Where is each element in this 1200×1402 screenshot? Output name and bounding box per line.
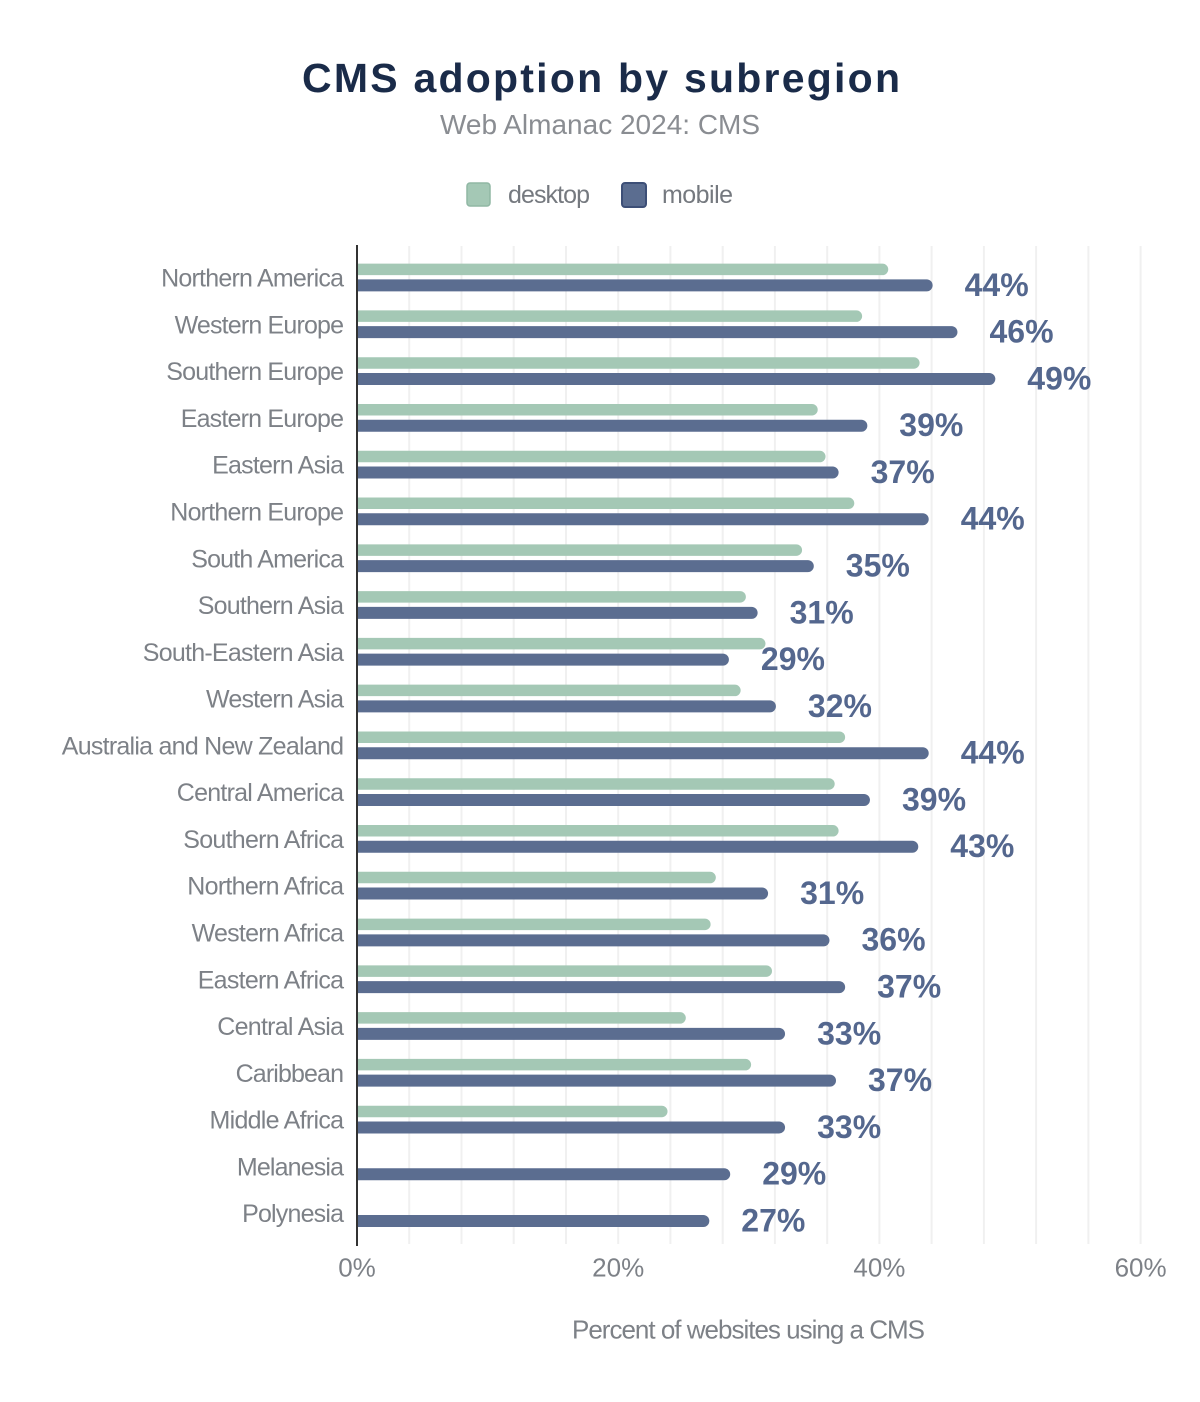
svg-text:Western Asia: Western Asia [206, 686, 344, 714]
svg-text:Polynesia: Polynesia [242, 1200, 344, 1228]
svg-text:37%: 37% [877, 969, 941, 1005]
svg-text:29%: 29% [762, 1156, 826, 1192]
svg-text:20%: 20% [592, 1252, 644, 1282]
svg-text:27%: 27% [741, 1202, 805, 1238]
svg-text:43%: 43% [950, 828, 1014, 864]
svg-text:Central America: Central America [177, 779, 344, 807]
svg-text:33%: 33% [817, 1015, 881, 1051]
svg-text:60%: 60% [1115, 1252, 1167, 1282]
svg-text:Western Africa: Western Africa [192, 920, 344, 948]
svg-text:37%: 37% [868, 1062, 932, 1098]
svg-text:37%: 37% [871, 454, 935, 490]
svg-text:29%: 29% [761, 641, 825, 677]
svg-text:Southern Europe: Southern Europe [166, 358, 344, 386]
svg-text:Caribbean: Caribbean [236, 1060, 344, 1088]
svg-text:44%: 44% [961, 735, 1025, 771]
svg-text:Web Almanac 2024: CMS: Web Almanac 2024: CMS [440, 109, 760, 140]
svg-text:CMS adoption by subregion: CMS adoption by subregion [302, 55, 900, 101]
svg-text:Northern America: Northern America [161, 265, 344, 293]
svg-text:46%: 46% [990, 314, 1054, 350]
svg-text:40%: 40% [853, 1252, 905, 1282]
svg-text:36%: 36% [862, 922, 926, 958]
svg-text:32%: 32% [808, 688, 872, 724]
svg-text:49%: 49% [1027, 360, 1091, 396]
svg-text:South America: South America [191, 545, 344, 573]
svg-text:Central Asia: Central Asia [217, 1013, 344, 1041]
svg-text:35%: 35% [846, 548, 910, 584]
svg-text:0%: 0% [338, 1252, 376, 1282]
svg-text:Northern Europe: Northern Europe [170, 499, 344, 527]
svg-text:Melanesia: Melanesia [237, 1153, 344, 1181]
svg-text:Southern Asia: Southern Asia [198, 592, 344, 620]
svg-text:Eastern Asia: Eastern Asia [212, 452, 344, 480]
svg-text:33%: 33% [817, 1109, 881, 1145]
svg-text:39%: 39% [902, 781, 966, 817]
svg-text:44%: 44% [965, 267, 1029, 303]
svg-text:Eastern Europe: Eastern Europe [181, 405, 344, 433]
svg-text:39%: 39% [899, 407, 963, 443]
svg-text:31%: 31% [800, 875, 864, 911]
svg-text:44%: 44% [961, 501, 1025, 537]
svg-text:South-Eastern Asia: South-Eastern Asia [143, 639, 344, 667]
svg-text:Western Europe: Western Europe [175, 311, 344, 339]
svg-text:mobile: mobile [662, 181, 733, 209]
svg-text:Australia and New Zealand: Australia and New Zealand [62, 732, 344, 760]
svg-text:Middle Africa: Middle Africa [210, 1107, 345, 1135]
svg-text:31%: 31% [790, 594, 854, 630]
svg-text:Percent of websites using a CM: Percent of websites using a CMS [572, 1314, 925, 1344]
svg-text:desktop: desktop [508, 181, 590, 209]
svg-text:Southern Africa: Southern Africa [183, 826, 344, 854]
svg-text:Northern Africa: Northern Africa [187, 873, 344, 901]
svg-text:Eastern Africa: Eastern Africa [198, 966, 344, 994]
